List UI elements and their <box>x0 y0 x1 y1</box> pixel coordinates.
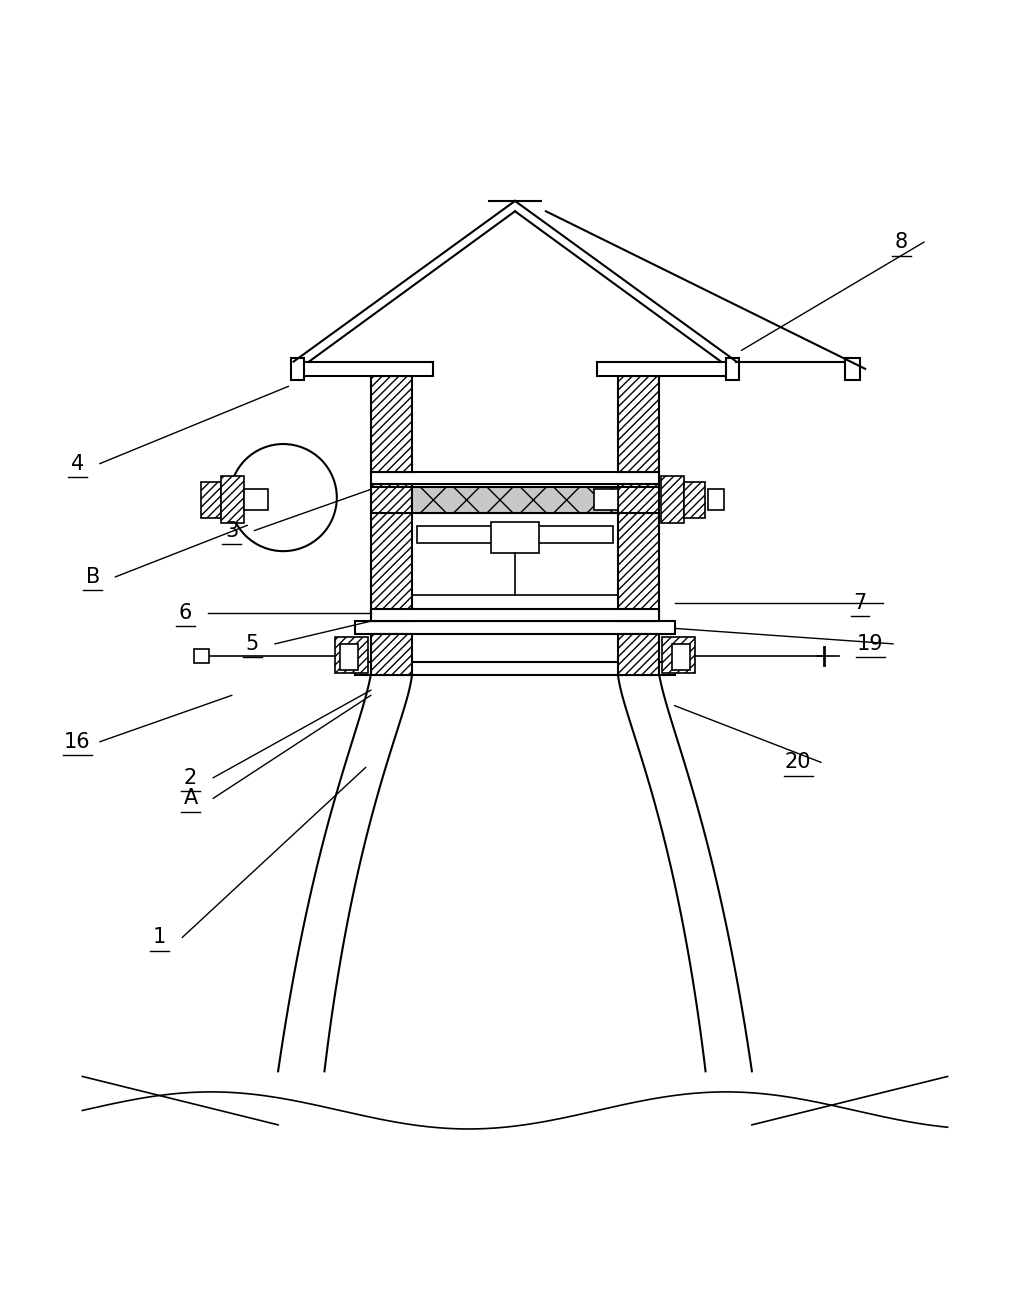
Bar <box>194 649 209 663</box>
Bar <box>371 376 412 472</box>
Bar <box>291 357 304 380</box>
Text: 4: 4 <box>71 453 83 474</box>
Text: 19: 19 <box>857 633 884 654</box>
Bar <box>618 633 659 675</box>
Bar <box>244 489 268 510</box>
Text: 3: 3 <box>226 520 238 540</box>
Bar <box>661 476 684 523</box>
Bar <box>618 376 659 472</box>
Bar <box>412 487 618 513</box>
Bar <box>726 357 739 380</box>
Bar <box>491 522 539 553</box>
Bar <box>597 362 736 376</box>
Bar <box>417 527 613 543</box>
Bar <box>594 489 618 510</box>
Text: 20: 20 <box>785 753 812 772</box>
Bar <box>672 644 690 670</box>
Bar <box>708 489 724 510</box>
Bar <box>845 357 860 380</box>
Text: B: B <box>85 567 100 587</box>
Bar <box>294 362 433 376</box>
Bar <box>371 609 659 622</box>
Bar <box>221 476 244 523</box>
Bar <box>618 484 659 622</box>
Text: 6: 6 <box>179 604 192 623</box>
Bar <box>201 482 221 518</box>
Text: 5: 5 <box>246 633 259 654</box>
Bar <box>371 484 412 622</box>
Text: A: A <box>183 788 198 809</box>
Bar <box>371 633 412 675</box>
Bar <box>662 636 695 672</box>
Bar <box>355 622 675 633</box>
Bar <box>684 482 705 518</box>
Bar <box>335 636 368 672</box>
Text: 7: 7 <box>854 593 866 613</box>
Bar <box>340 644 358 670</box>
Bar <box>371 472 659 484</box>
Text: 16: 16 <box>64 732 91 752</box>
Bar <box>355 662 675 675</box>
Text: 2: 2 <box>184 767 197 788</box>
Text: 8: 8 <box>895 232 907 252</box>
Text: 1: 1 <box>153 927 166 948</box>
